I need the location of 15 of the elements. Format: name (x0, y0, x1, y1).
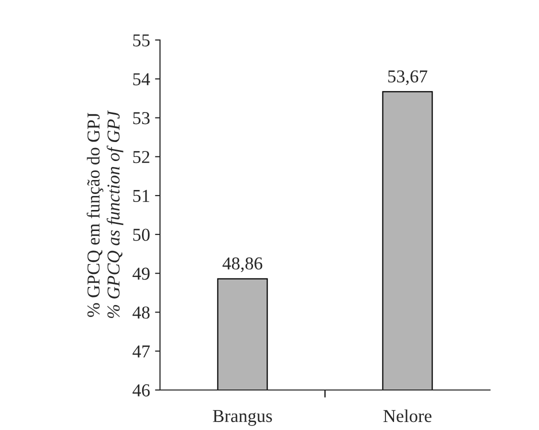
y-tick-label: 51 (133, 190, 150, 202)
data-label: 48,86 (222, 257, 262, 272)
y-tick-label: 47 (132, 345, 150, 358)
data-label: 53,67 (388, 70, 428, 86)
y-tick-label: 54 (133, 73, 150, 86)
y-tick-label: 52 (133, 150, 150, 164)
y-tick-label: 48 (132, 306, 150, 319)
y-tick-label: 53 (133, 112, 150, 124)
y-tick-label: 46 (132, 384, 150, 396)
x-tick-label: Nelore (383, 409, 432, 422)
y-tick-label: 50 (133, 228, 150, 241)
y-axis-title: % GPCQ em função do GPJ % GPCQ as function of GPJ (86, 110, 124, 318)
x-tick-label: Brangus (212, 410, 272, 426)
y-tick-label: 55 (133, 34, 150, 46)
y-tick-label: 49 (132, 268, 150, 280)
